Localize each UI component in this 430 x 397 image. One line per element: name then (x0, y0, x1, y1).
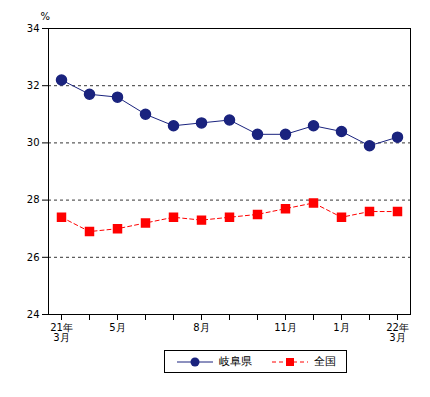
html-text:全国: 全国 (313, 355, 336, 368)
svg-text:26: 26 (27, 251, 40, 262)
html-text:岐阜県: 岐阜県 (218, 355, 252, 368)
svg-text:30: 30 (27, 137, 40, 148)
svg-text:24: 24 (27, 309, 40, 320)
svg-text:11月: 11月 (274, 322, 297, 333)
svg-text:8月: 8月 (193, 322, 209, 333)
svg-text:%: % (41, 11, 51, 22)
svg-text:32: 32 (27, 80, 40, 91)
svg-text:22年3月: 22年3月 (386, 322, 409, 343)
svg-text:1月: 1月 (333, 322, 349, 333)
svg-text:34: 34 (27, 23, 40, 34)
svg-text:21年3月: 21年3月 (50, 322, 73, 343)
svg-text:5月: 5月 (109, 322, 125, 333)
svg-text:28: 28 (27, 194, 40, 205)
